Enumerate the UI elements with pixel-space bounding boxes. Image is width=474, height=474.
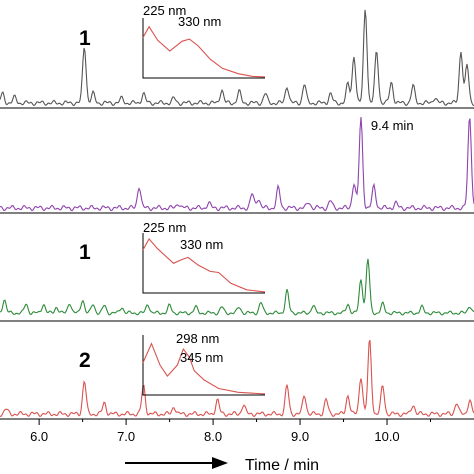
trace-line-2 (0, 117, 474, 212)
inset-axes (142, 18, 265, 79)
inset-wavelength-label: 345 nm (180, 350, 223, 365)
inset-wavelength-label: 330 nm (178, 14, 221, 29)
trace-panel-4: 2 298 nm 345 nm (0, 331, 474, 418)
x-tick-label: 10.0 (374, 429, 399, 444)
inset-axes (142, 335, 265, 396)
uv-spectrum-inset: 298 nm 345 nm (142, 331, 266, 396)
inset-wavelength-label: 298 nm (176, 331, 219, 346)
x-tick-label: 7.0 (117, 429, 135, 444)
trace-line-3 (0, 258, 474, 316)
inset-wavelength-label: 225 nm (143, 220, 186, 235)
x-axis: 6.0 7.0 8.0 9.0 10.0 Time / min (0, 418, 474, 474)
inset-spectrum-line (142, 342, 266, 395)
compound-label: 2 (79, 349, 91, 372)
x-tick-group: 6.0 7.0 8.0 9.0 10.0 (30, 419, 432, 444)
x-tick-label: 8.0 (204, 429, 222, 444)
retention-time-annotation: 9.4 min (371, 118, 414, 133)
inset-spectrum-line (142, 25, 266, 78)
compound-label: 1 (79, 27, 91, 50)
inset-wavelength-label: 330 nm (180, 237, 223, 252)
time-arrow (125, 457, 228, 469)
inset-axes (142, 233, 265, 294)
trace-panel-2: 9.4 min (0, 117, 474, 214)
compound-label: 1 (79, 241, 91, 264)
trace-line-4 (0, 339, 474, 418)
x-tick-label: 6.0 (30, 429, 48, 444)
x-axis-label: Time / min (245, 457, 319, 474)
inset-spectrum-line (142, 238, 266, 293)
x-tick-label: 9.0 (291, 429, 309, 444)
trace-line-1 (0, 9, 474, 107)
inset-wavelength-label: 225 nm (143, 3, 186, 18)
uv-spectrum-inset: 225 nm 330 nm (142, 220, 266, 294)
time-arrow-head (212, 457, 228, 469)
trace-panel-3: 1 225 nm 330 nm (0, 220, 474, 322)
